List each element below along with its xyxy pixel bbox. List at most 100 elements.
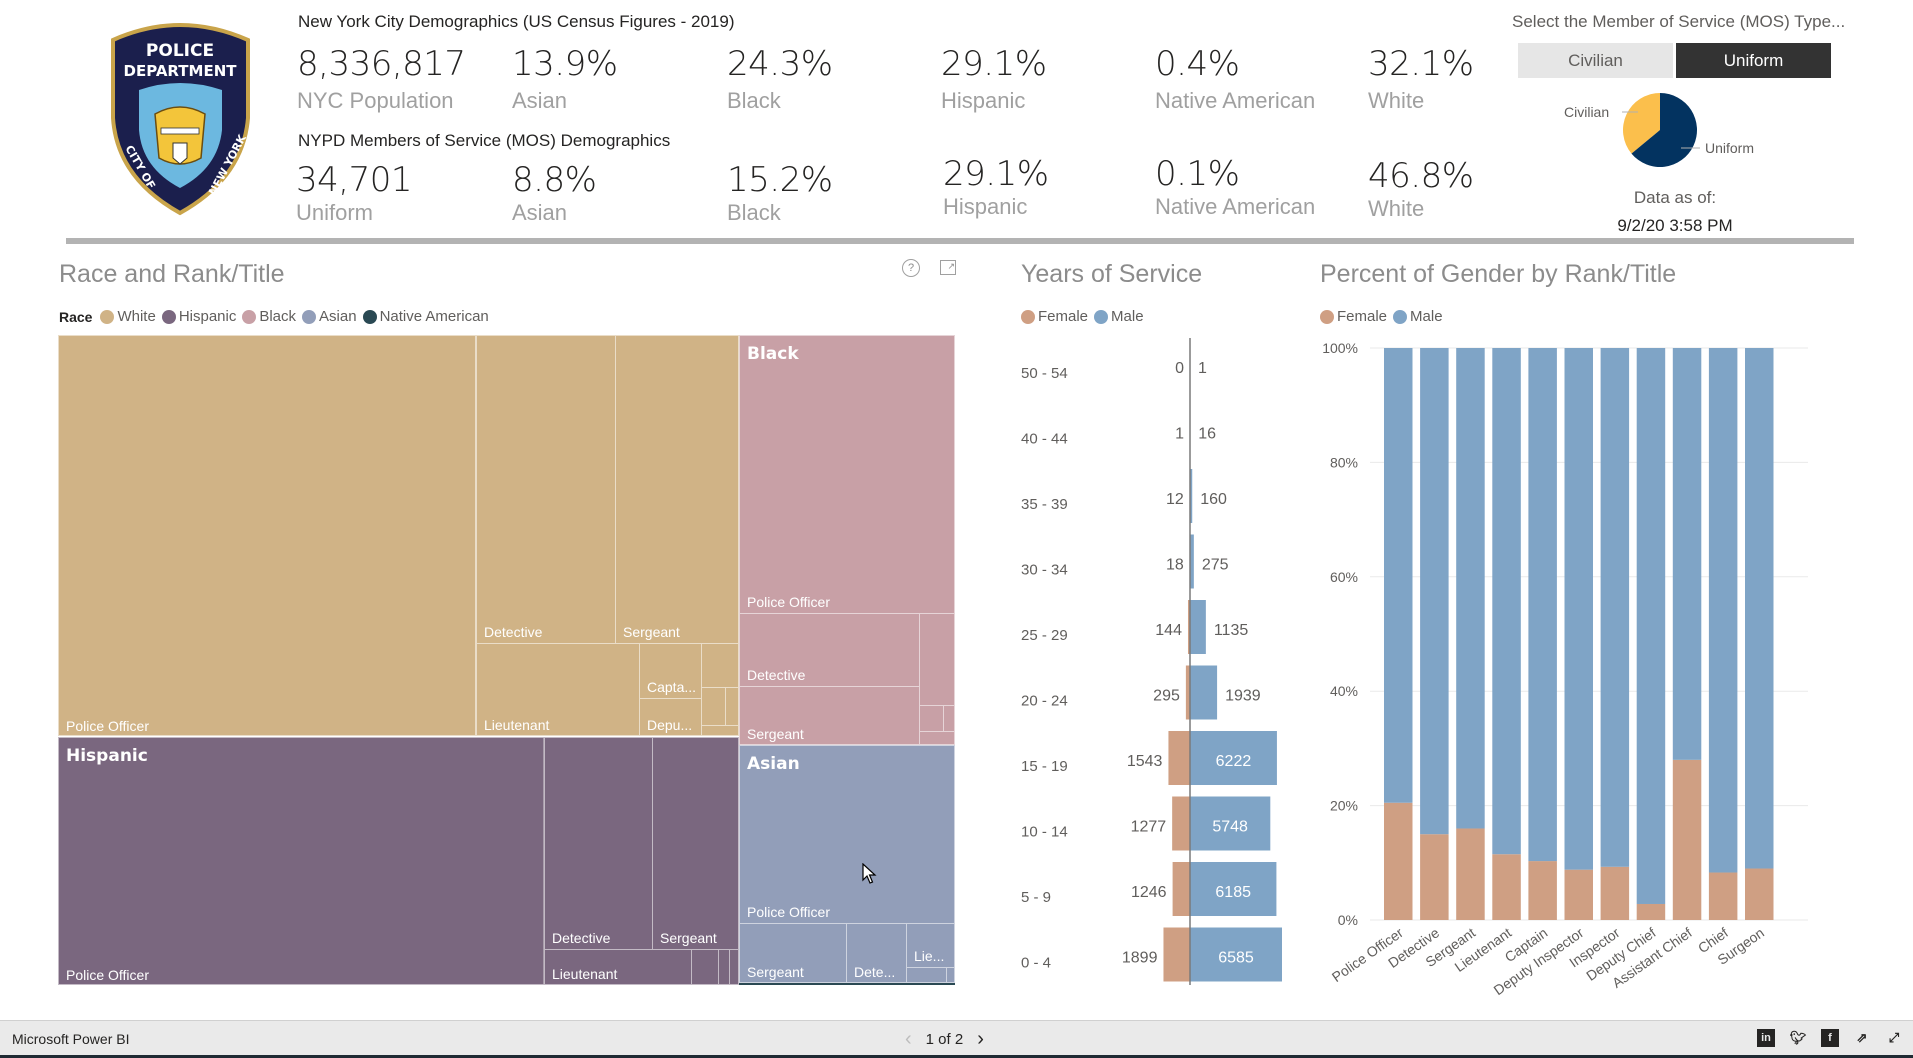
- treemap-tile-white-small[interactable]: [725, 687, 738, 726]
- gender-bar-male[interactable]: [1708, 348, 1738, 873]
- legend-item-male[interactable]: Male: [1094, 308, 1144, 325]
- legend-item-female[interactable]: Female: [1320, 308, 1387, 325]
- kpi-label: Native American: [1155, 88, 1316, 113]
- treemap-tile-hispanic-lieutenant[interactable]: Lieutenant: [544, 949, 692, 984]
- kpi-value: 29.1%: [941, 44, 1047, 84]
- legend-item-hispanic[interactable]: Hispanic: [161, 308, 236, 325]
- treemap-tile-white-police-officer[interactable]: Police Officer: [59, 336, 476, 735]
- treemap-tile-white-lieutenant[interactable]: Lieutenant: [476, 643, 640, 735]
- years-of-service-legend: Female Male: [1021, 308, 1150, 325]
- share-icon[interactable]: ⇗: [1856, 1030, 1868, 1045]
- power-bi-brand-link[interactable]: Microsoft Power BI: [12, 1031, 130, 1047]
- slicer-option-civilian[interactable]: Civilian: [1518, 43, 1673, 78]
- facebook-icon[interactable]: f: [1821, 1029, 1839, 1047]
- fullscreen-icon[interactable]: ⤢: [1888, 1030, 1900, 1045]
- gender-bar-female[interactable]: [1636, 903, 1666, 920]
- legend-item-asian[interactable]: Asian: [302, 308, 357, 325]
- gender-bar-male[interactable]: [1384, 348, 1413, 803]
- help-icon[interactable]: ?: [902, 259, 920, 277]
- gender-bar-female[interactable]: [1528, 861, 1557, 920]
- treemap-tile-black-police-officer[interactable]: Police Officer: [740, 336, 954, 614]
- legend-item-white[interactable]: White: [100, 308, 156, 325]
- treemap-tile-black-small[interactable]: [943, 705, 954, 732]
- yos-bar-male[interactable]: [1190, 534, 1194, 589]
- treemap-group-white[interactable]: White Police Officer Detective Sergeant …: [58, 335, 739, 736]
- gender-bar-male[interactable]: [1636, 348, 1666, 904]
- gender-bar-male[interactable]: [1492, 348, 1521, 855]
- treemap-tile-hispanic-detective[interactable]: Detective: [544, 738, 653, 950]
- treemap-tile-white-small[interactable]: [701, 725, 738, 735]
- yos-bar-female[interactable]: [1168, 731, 1190, 785]
- treemap-tile-asian-lieutenant[interactable]: Lie...: [906, 923, 954, 968]
- legend-item-male[interactable]: Male: [1393, 308, 1443, 325]
- gender-bar-male[interactable]: [1600, 348, 1630, 867]
- gender-bar-female[interactable]: [1600, 866, 1630, 920]
- treemap-tile-black-detective[interactable]: Detective: [740, 613, 920, 687]
- gender-bar-female[interactable]: [1420, 834, 1449, 920]
- yos-bar-female[interactable]: [1172, 862, 1190, 916]
- treemap-tile-asian-small[interactable]: [906, 967, 947, 982]
- gender-bar-female[interactable]: [1384, 802, 1413, 920]
- treemap-tile-hispanic-police-officer[interactable]: Police Officer: [59, 738, 544, 984]
- treemap-group-black[interactable]: Black Police Officer Detective Sergeant: [739, 335, 955, 745]
- yos-bar-male[interactable]: [1190, 731, 1277, 785]
- yos-bar-male[interactable]: [1190, 927, 1282, 982]
- treemap-tile-asian-police-officer[interactable]: Police Officer: [740, 746, 954, 924]
- pie-slice-civilian[interactable]: [1623, 93, 1660, 154]
- yos-bar-male[interactable]: [1190, 469, 1193, 523]
- yos-bar-female[interactable]: [1163, 927, 1190, 982]
- gender-bar-female[interactable]: [1672, 759, 1702, 920]
- legend-item-native-american[interactable]: Native American: [362, 308, 489, 325]
- gender-bar-male[interactable]: [1528, 348, 1557, 862]
- treemap-tile-hispanic-sergeant[interactable]: Sergeant: [652, 738, 738, 950]
- treemap-tile-black-small[interactable]: [919, 705, 944, 732]
- slicer-option-uniform[interactable]: Uniform: [1676, 43, 1831, 78]
- focus-mode-icon[interactable]: ↗: [940, 260, 956, 275]
- treemap-tile-black-sergeant[interactable]: Sergeant: [740, 686, 920, 744]
- treemap-tile-white-deputy-inspector[interactable]: Depu...: [639, 698, 702, 735]
- next-page-button[interactable]: ›: [977, 1028, 984, 1050]
- treemap-tile-hispanic-small[interactable]: [691, 949, 719, 984]
- gender-bar-female[interactable]: [1492, 854, 1521, 920]
- legend-item-black[interactable]: Black: [242, 308, 296, 325]
- treemap-tile-white-detective[interactable]: Detective: [476, 336, 616, 644]
- yos-bar-male[interactable]: [1190, 665, 1218, 720]
- gender-bar-male[interactable]: [1564, 348, 1594, 870]
- treemap-tile-asian-detective[interactable]: Dete...: [846, 923, 907, 982]
- taskbar: [0, 1055, 1913, 1058]
- yos-bar-male[interactable]: [1190, 796, 1271, 851]
- treemap-tile-black-small[interactable]: [919, 613, 954, 706]
- yos-value-male: 1135: [1214, 622, 1249, 639]
- treemap-tile-asian-small[interactable]: [946, 967, 954, 982]
- treemap-tile-white-small[interactable]: [701, 643, 738, 688]
- treemap-tile-white-captain[interactable]: Capta...: [639, 643, 702, 699]
- twitter-icon[interactable]: 🐦︎: [1789, 1030, 1807, 1045]
- y-tick-label: 100%: [1322, 340, 1358, 356]
- treemap-tile-hispanic-small[interactable]: [729, 949, 738, 984]
- yos-category-label: 20 - 24: [1021, 693, 1068, 710]
- treemap-group-hispanic[interactable]: Hispanic Police Officer Detective Sergea…: [58, 737, 739, 985]
- treemap-tile-white-small[interactable]: [701, 687, 726, 726]
- gender-bar-male[interactable]: [1456, 348, 1485, 829]
- yos-bar-male[interactable]: [1190, 600, 1206, 654]
- treemap-tile-white-sergeant[interactable]: Sergeant: [615, 336, 738, 644]
- linkedin-icon[interactable]: in: [1757, 1029, 1775, 1047]
- yos-bar-female[interactable]: [1187, 600, 1190, 654]
- treemap-group-native-american[interactable]: [739, 983, 955, 985]
- gender-bar-female[interactable]: [1745, 868, 1774, 920]
- treemap-group-asian[interactable]: Asian Police Officer Sergeant Dete... Li…: [739, 745, 955, 983]
- pie-slice-uniform[interactable]: [1631, 93, 1697, 167]
- yos-bar-female[interactable]: [1185, 665, 1190, 720]
- gender-bar-male[interactable]: [1745, 348, 1774, 869]
- yos-bar-male[interactable]: [1190, 862, 1277, 916]
- gender-bar-female[interactable]: [1564, 869, 1594, 920]
- gender-bar-male[interactable]: [1672, 348, 1702, 760]
- gender-bar-female[interactable]: [1456, 828, 1485, 920]
- yos-bar-female[interactable]: [1172, 796, 1190, 851]
- treemap-tile-black-small[interactable]: [919, 731, 954, 744]
- previous-page-button[interactable]: ‹: [905, 1028, 912, 1050]
- gender-bar-female[interactable]: [1708, 872, 1738, 920]
- gender-bar-male[interactable]: [1420, 348, 1449, 835]
- treemap-tile-asian-sergeant[interactable]: Sergeant: [740, 923, 847, 982]
- legend-item-female[interactable]: Female: [1021, 308, 1088, 325]
